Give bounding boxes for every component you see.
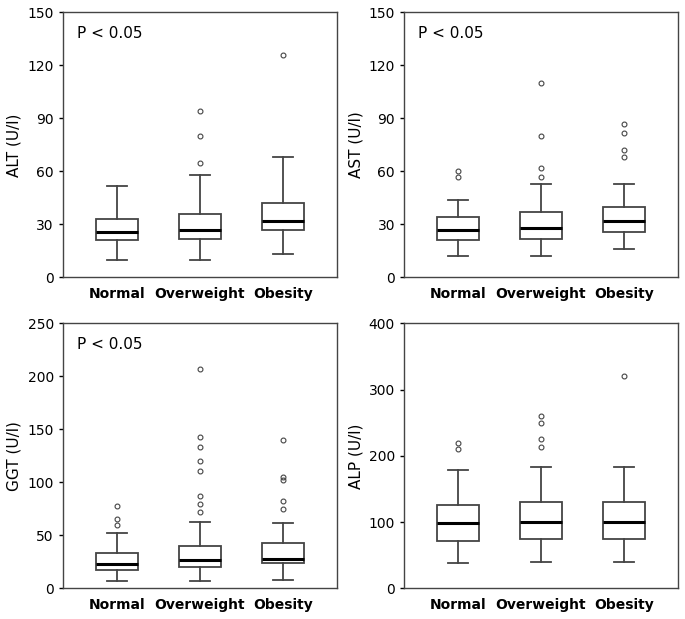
Y-axis label: ALT (U/l): ALT (U/l): [7, 113, 22, 176]
PathPatch shape: [603, 502, 645, 539]
PathPatch shape: [437, 217, 479, 240]
PathPatch shape: [96, 553, 138, 570]
PathPatch shape: [96, 219, 138, 240]
Text: P < 0.05: P < 0.05: [77, 337, 142, 352]
PathPatch shape: [603, 207, 645, 232]
PathPatch shape: [179, 546, 221, 567]
PathPatch shape: [521, 502, 562, 539]
PathPatch shape: [437, 505, 479, 540]
Y-axis label: ALP (U/l): ALP (U/l): [348, 423, 363, 488]
Y-axis label: AST (U/l): AST (U/l): [348, 111, 363, 178]
Text: P < 0.05: P < 0.05: [418, 26, 483, 41]
Y-axis label: GGT (U/l): GGT (U/l): [7, 421, 22, 491]
PathPatch shape: [262, 543, 303, 563]
PathPatch shape: [262, 203, 303, 230]
PathPatch shape: [179, 214, 221, 238]
Text: P < 0.05: P < 0.05: [77, 26, 142, 41]
PathPatch shape: [521, 212, 562, 238]
